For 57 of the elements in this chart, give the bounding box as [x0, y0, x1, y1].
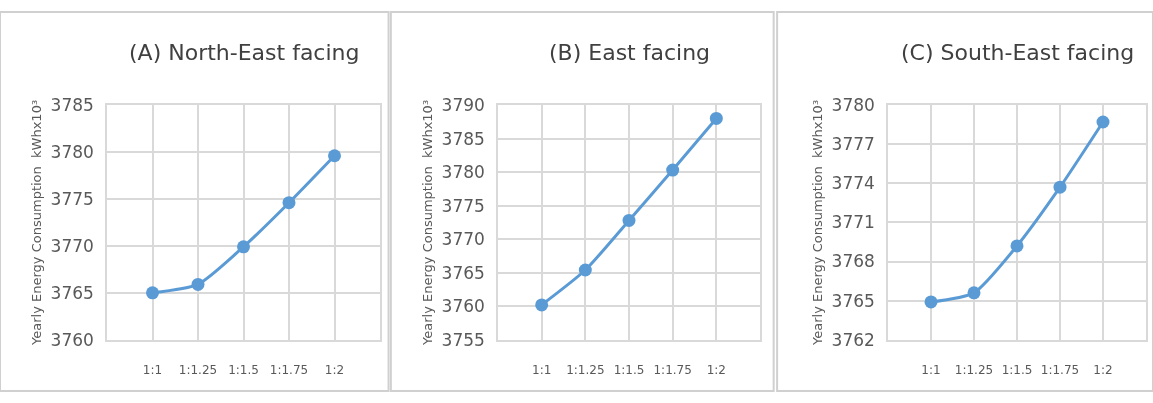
- y-tick-label: 3765: [50, 282, 94, 303]
- x-tick-label: 1:1.25: [178, 362, 218, 377]
- x-tick-label: 1:2: [706, 362, 726, 377]
- y-tick-label: 3770: [50, 235, 94, 256]
- y-axis-title: Yearly Energy Consumption kWhx10³: [810, 99, 826, 346]
- point: [328, 149, 341, 163]
- point: [237, 240, 250, 254]
- x-tick-label: 1:1: [532, 362, 552, 377]
- y-tick-label: 3765: [441, 262, 485, 283]
- x-tick-label: 1:1.25: [566, 362, 605, 377]
- chart-title: (B) East facing: [549, 40, 711, 65]
- point: [924, 295, 938, 309]
- x-tick-label: 1:1.75: [269, 362, 309, 377]
- y-tick-label: 3780: [441, 162, 485, 183]
- point: [622, 213, 636, 227]
- y-tick-label: 3785: [441, 128, 485, 149]
- x-tick-label: 1:1: [921, 362, 941, 377]
- point: [709, 111, 723, 125]
- x-tick-label: 1:1.25: [954, 362, 994, 377]
- y-tick-label: 3765: [831, 290, 875, 311]
- y-tick-label: 3785: [50, 94, 94, 115]
- y-tick-label: 3780: [831, 94, 875, 115]
- y-axis-title: Yearly Energy Consumption kWhx10³: [420, 99, 436, 346]
- y-tick-label: 3762: [831, 329, 875, 350]
- x-tick-label: 1:1.5: [1001, 362, 1033, 377]
- y-tick-label: 3775: [441, 195, 485, 216]
- y-tick-label: 3790: [441, 94, 485, 115]
- point: [1010, 239, 1024, 253]
- y-tick-label: 3768: [831, 251, 875, 272]
- x-tick-label: 1:2: [1093, 362, 1113, 377]
- chart-title: (C) South-East facing: [901, 40, 1135, 65]
- x-tick-label: 1:1: [142, 362, 163, 377]
- y-tick-label: 3780: [50, 141, 94, 162]
- y-tick-label: 3760: [441, 296, 485, 317]
- point: [666, 163, 680, 177]
- point: [1053, 180, 1067, 194]
- point: [1096, 115, 1110, 129]
- x-tick-label: 1:1.5: [613, 362, 645, 377]
- point: [282, 196, 296, 210]
- x-tick-label: 1:1.5: [228, 362, 259, 377]
- point: [967, 286, 981, 300]
- y-tick-label: 3775: [50, 188, 94, 209]
- y-tick-label: 3771: [831, 212, 875, 233]
- x-tick-label: 1:1.75: [1040, 362, 1080, 377]
- y-tick-label: 3760: [50, 329, 94, 350]
- y-axis-title: Yearly Energy Consumption kWhx10³: [29, 99, 45, 346]
- y-tick-label: 3774: [831, 173, 875, 194]
- point: [535, 298, 549, 312]
- y-tick-label: 3777: [831, 134, 875, 155]
- x-tick-label: 1:2: [324, 362, 345, 377]
- chart-title: (A) North-East facing: [129, 40, 360, 65]
- point: [146, 286, 159, 300]
- y-tick-label: 3770: [441, 229, 485, 250]
- y-tick-label: 3755: [441, 329, 485, 350]
- x-tick-label: 1:1.75: [653, 362, 692, 377]
- point: [578, 263, 592, 277]
- point: [191, 277, 205, 291]
